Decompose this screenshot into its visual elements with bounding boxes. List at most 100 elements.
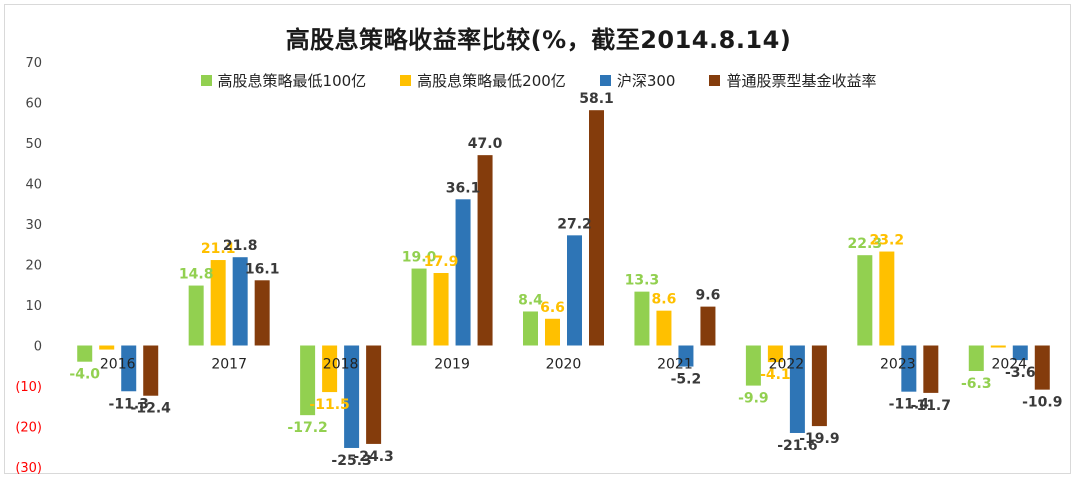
- legend-swatch-series-1: [200, 75, 212, 86]
- bar-series-3-2017: [232, 257, 248, 346]
- bar-series-2-2019: [433, 273, 449, 346]
- bar-series-3-2016: [121, 345, 137, 392]
- bar-series-1-2021: [634, 291, 650, 346]
- data-label-series-3-2023: -11.4: [889, 397, 930, 413]
- chart-title: 高股息策略收益率比较(%，截至2014.8.14): [285, 26, 792, 54]
- bar-series-4-2018: [366, 345, 382, 444]
- data-label-series-4-2017: 16.1: [245, 261, 280, 277]
- data-label-series-3-2021: -5.2: [671, 372, 702, 388]
- data-label-series-3-2016: -11.3: [109, 396, 149, 412]
- data-label-series-4-2022: -19.9: [799, 431, 839, 447]
- x-tick-label: 2017: [211, 357, 247, 373]
- legend-label-series-2: 高股息策略最低200亿: [417, 72, 566, 90]
- bar-series-3-2021: [678, 345, 694, 367]
- legend-item-series-2: 高股息策略最低200亿: [400, 70, 566, 91]
- y-tick-label: (30): [15, 461, 42, 476]
- data-label-series-2-2018: -11.5: [309, 397, 349, 413]
- bar-series-1-2016: [77, 345, 93, 362]
- data-label-series-3-2017: 21.8: [223, 238, 258, 254]
- data-label-series-3-2020: 27.2: [557, 216, 592, 232]
- bar-series-1-2017: [188, 285, 204, 346]
- data-label-series-3-2019: 36.1: [446, 180, 481, 196]
- y-tick-label: (20): [15, 421, 42, 436]
- data-label-series-1-2017: 14.8: [179, 267, 214, 283]
- y-tick-label: 10: [25, 299, 42, 314]
- bar-series-4-2022: [811, 345, 827, 427]
- bar-series-2-2022: [767, 345, 783, 363]
- bar-series-2-2018: [322, 345, 338, 393]
- legend-swatch-series-4: [709, 75, 721, 86]
- data-label-series-3-2024: -3.6: [1005, 365, 1036, 381]
- x-tick-label: 2018: [323, 357, 359, 373]
- bar-series-4-2023: [923, 345, 939, 393]
- data-label-series-2-2017: 21.1: [201, 241, 236, 257]
- data-label-series-4-2018: -24.3: [353, 449, 393, 465]
- data-label-series-1-2020: 8.4: [518, 292, 543, 308]
- data-label-series-3-2018: -25.3: [331, 453, 371, 469]
- y-tick-label: 50: [25, 137, 42, 152]
- bar-series-1-2019: [411, 268, 427, 346]
- bar-series-4-2019: [477, 155, 493, 346]
- data-label-series-1-2016: -4.0: [69, 367, 100, 383]
- data-label-series-1-2019: 19.0: [402, 250, 437, 266]
- bar-series-2-2017: [210, 260, 226, 346]
- x-tick-label: 2016: [100, 357, 136, 373]
- chart-frame: [4, 4, 1071, 474]
- bar-series-4-2020: [589, 110, 604, 346]
- bar-series-3-2019: [455, 199, 471, 346]
- data-label-series-1-2022: -9.9: [738, 391, 769, 407]
- bar-series-2-2023: [879, 251, 895, 346]
- data-label-series-4-2024: -10.9: [1022, 395, 1062, 411]
- legend-swatch-series-3: [599, 75, 611, 86]
- y-tick-label: 60: [25, 97, 42, 112]
- x-tick-label: 2024: [991, 357, 1027, 373]
- data-label-series-4-2019: 47.0: [468, 136, 503, 152]
- bar-series-2-2016: [99, 345, 115, 350]
- y-tick-label: 40: [25, 178, 42, 193]
- legend-label-series-3: 沪深300: [616, 72, 676, 90]
- bar-series-4-2024: [1034, 345, 1050, 390]
- x-tick-label: 2022: [769, 357, 805, 373]
- x-tick-label: 2023: [880, 357, 916, 373]
- data-label-series-4-2021: 9.6: [696, 288, 721, 304]
- y-tick-label: 70: [25, 56, 42, 71]
- bar-series-2-2020: [545, 318, 560, 346]
- legend-item-series-4: 普通股票型基金收益率: [709, 70, 876, 91]
- legend-label-series-1: 高股息策略最低100亿: [217, 72, 367, 90]
- chart-legend: 高股息策略最低100亿 高股息策略最低200亿 沪深300 普通股票型基金收益率: [0, 70, 1077, 91]
- data-label-series-2-2023: 23.2: [870, 233, 905, 249]
- y-tick-label: 0: [34, 340, 42, 355]
- data-label-series-4-2020: 58.1: [579, 91, 614, 107]
- y-tick-label: (10): [15, 380, 42, 395]
- data-label-series-2-2020: 6.6: [540, 300, 565, 316]
- data-label-series-3-2022: -21.6: [777, 438, 817, 454]
- data-label-series-4-2023: -11.7: [911, 398, 951, 414]
- bar-series-3-2022: [789, 345, 805, 433]
- data-label-series-1-2018: -17.2: [287, 420, 327, 436]
- data-label-series-4-2016: -12.4: [131, 401, 172, 417]
- legend-swatch-series-2: [400, 75, 412, 86]
- bar-series-3-2020: [567, 235, 582, 346]
- data-label-series-1-2023: 22.3: [848, 236, 883, 252]
- bar-series-4-2016: [143, 345, 159, 396]
- bar-series-1-2018: [300, 345, 316, 416]
- bar-series-1-2022: [745, 345, 761, 386]
- bar-series-2-2024: [990, 345, 1006, 348]
- bar-series-4-2017: [254, 280, 270, 346]
- data-label-series-2-2021: 8.6: [652, 292, 677, 308]
- x-tick-label: 2020: [546, 357, 582, 373]
- y-tick-label: 20: [25, 259, 42, 274]
- data-label-series-1-2024: -6.3: [961, 376, 992, 392]
- bar-series-1-2020: [523, 311, 538, 346]
- bar-series-1-2023: [857, 255, 873, 346]
- data-label-series-1-2021: 13.3: [625, 273, 660, 289]
- legend-label-series-4: 普通股票型基金收益率: [726, 72, 877, 90]
- data-label-series-2-2022: -4.1: [760, 367, 791, 383]
- x-tick-label: 2021: [657, 357, 693, 373]
- x-tick-label: 2019: [434, 357, 470, 373]
- bar-series-4-2021: [700, 306, 716, 346]
- bar-series-2-2021: [656, 310, 672, 346]
- y-tick-label: 30: [25, 218, 42, 233]
- bar-series-3-2018: [344, 345, 360, 448]
